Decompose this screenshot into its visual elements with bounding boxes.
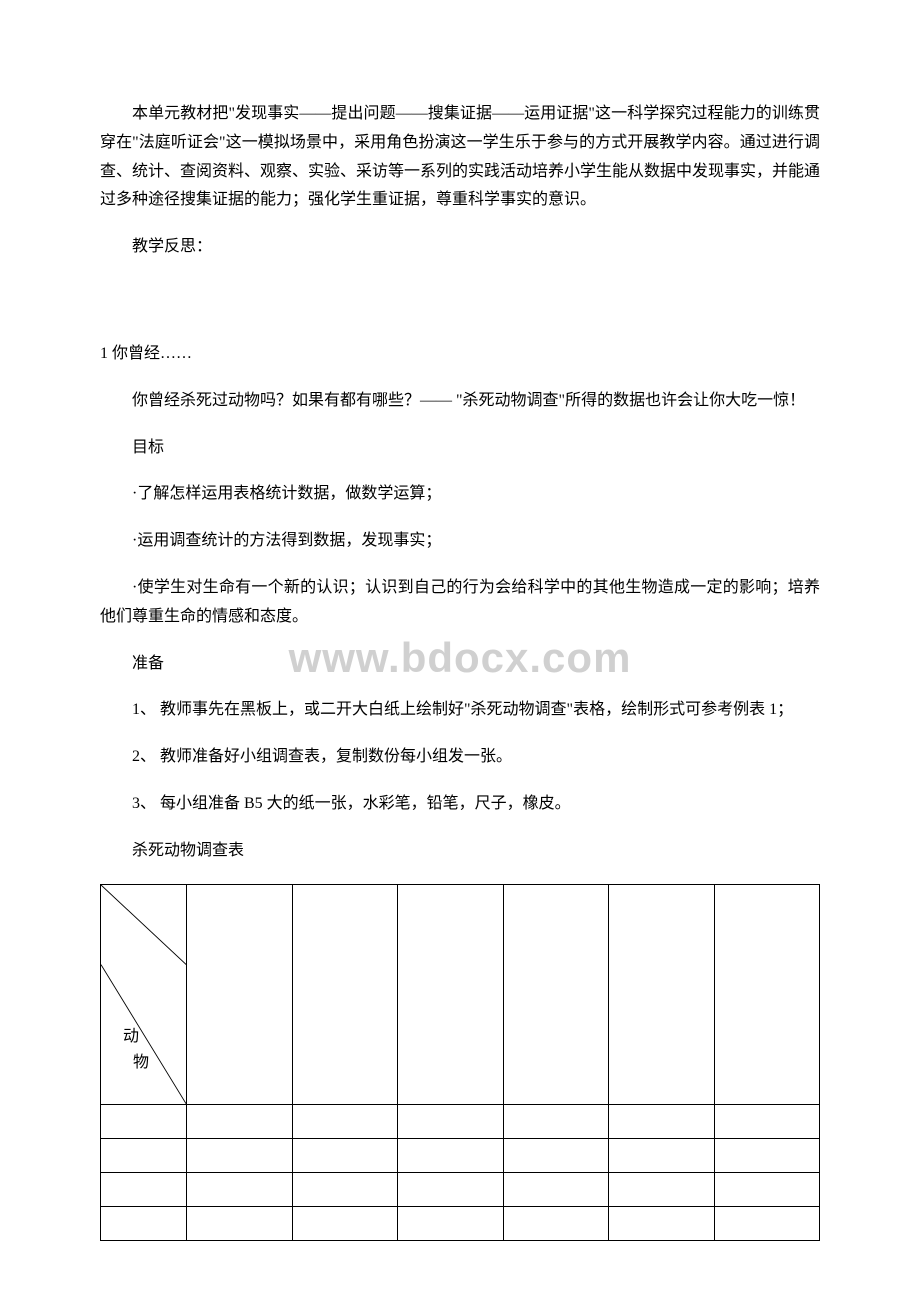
- table-cell: [714, 1104, 819, 1138]
- goal-item: ·使学生对生命有一个新的认识；认识到自己的行为会给科学中的其他生物造成一定的影响…: [100, 574, 820, 632]
- table-cell: [714, 884, 819, 1104]
- diag-char-2: 物: [133, 1050, 149, 1076]
- table-cell: [714, 1172, 819, 1206]
- goals-label: 目标: [100, 434, 820, 463]
- table-cell: [609, 1172, 714, 1206]
- table-title: 杀死动物调查表: [100, 837, 820, 866]
- table-cell: [292, 1138, 397, 1172]
- prep-label: 准备: [100, 650, 820, 679]
- table-cell: [101, 1104, 187, 1138]
- section1-heading: 1 你曾经……: [100, 340, 820, 369]
- prep-item: 1、 教师事先在黑板上，或二开大白纸上绘制好"杀死动物调查"表格，绘制形式可参考…: [100, 696, 820, 725]
- table-cell: [187, 1172, 292, 1206]
- table-row: [101, 1104, 820, 1138]
- diag-label-animal: 动 物: [113, 1024, 149, 1075]
- table-cell: [503, 884, 608, 1104]
- goal-item: ·运用调查统计的方法得到数据，发现事实；: [100, 527, 820, 556]
- table-cell: [503, 1172, 608, 1206]
- section-gap: [100, 280, 820, 340]
- intro-paragraph-1: 本单元教材把"发现事实——提出问题——搜集证据——运用证据"这一科学探究过程能力…: [100, 100, 820, 215]
- table-cell: [187, 1104, 292, 1138]
- table-cell: [398, 1104, 503, 1138]
- table-cell: [503, 1104, 608, 1138]
- prep-item: 3、 每小组准备 B5 大的纸一张，水彩笔，铅笔，尺子，橡皮。: [100, 790, 820, 819]
- table-row: [101, 1206, 820, 1240]
- table-cell: [101, 1172, 187, 1206]
- prep-item: 2、 教师准备好小组调查表，复制数份每小组发一张。: [100, 743, 820, 772]
- table-cell: [187, 1206, 292, 1240]
- goal-item: ·了解怎样运用表格统计数据，做数学运算；: [100, 480, 820, 509]
- table-cell: [714, 1206, 819, 1240]
- table-cell: [292, 1104, 397, 1138]
- document-content: 本单元教材把"发现事实——提出问题——搜集证据——运用证据"这一科学探究过程能力…: [100, 100, 820, 1241]
- table-cell: [398, 1138, 503, 1172]
- intro-paragraph-2: 教学反思：: [100, 233, 820, 262]
- table-cell: [714, 1138, 819, 1172]
- table-row: [101, 1172, 820, 1206]
- table-cell: [292, 1206, 397, 1240]
- table-cell: [503, 1206, 608, 1240]
- table-cell: [609, 1206, 714, 1240]
- table-row: [101, 1138, 820, 1172]
- table-cell: [101, 1138, 187, 1172]
- survey-table: 动 物: [100, 884, 820, 1241]
- table-cell: [187, 1138, 292, 1172]
- table-cell: [609, 884, 714, 1104]
- table-cell: [609, 1138, 714, 1172]
- table-cell: [398, 884, 503, 1104]
- table-cell: [292, 1172, 397, 1206]
- table-cell: [292, 884, 397, 1104]
- table-cell: [503, 1138, 608, 1172]
- table-cell: [187, 884, 292, 1104]
- table-cell: [398, 1172, 503, 1206]
- table-row: 动 物: [101, 884, 820, 1104]
- table-header-diagonal-cell: 动 物: [101, 884, 187, 1104]
- diag-char-1: 动: [123, 1024, 139, 1050]
- table-cell: [101, 1206, 187, 1240]
- table-cell: [398, 1206, 503, 1240]
- section1-lead: 你曾经杀死过动物吗？如果有都有哪些？—— "杀死动物调查"所得的数据也许会让你大…: [100, 387, 820, 416]
- table-cell: [609, 1104, 714, 1138]
